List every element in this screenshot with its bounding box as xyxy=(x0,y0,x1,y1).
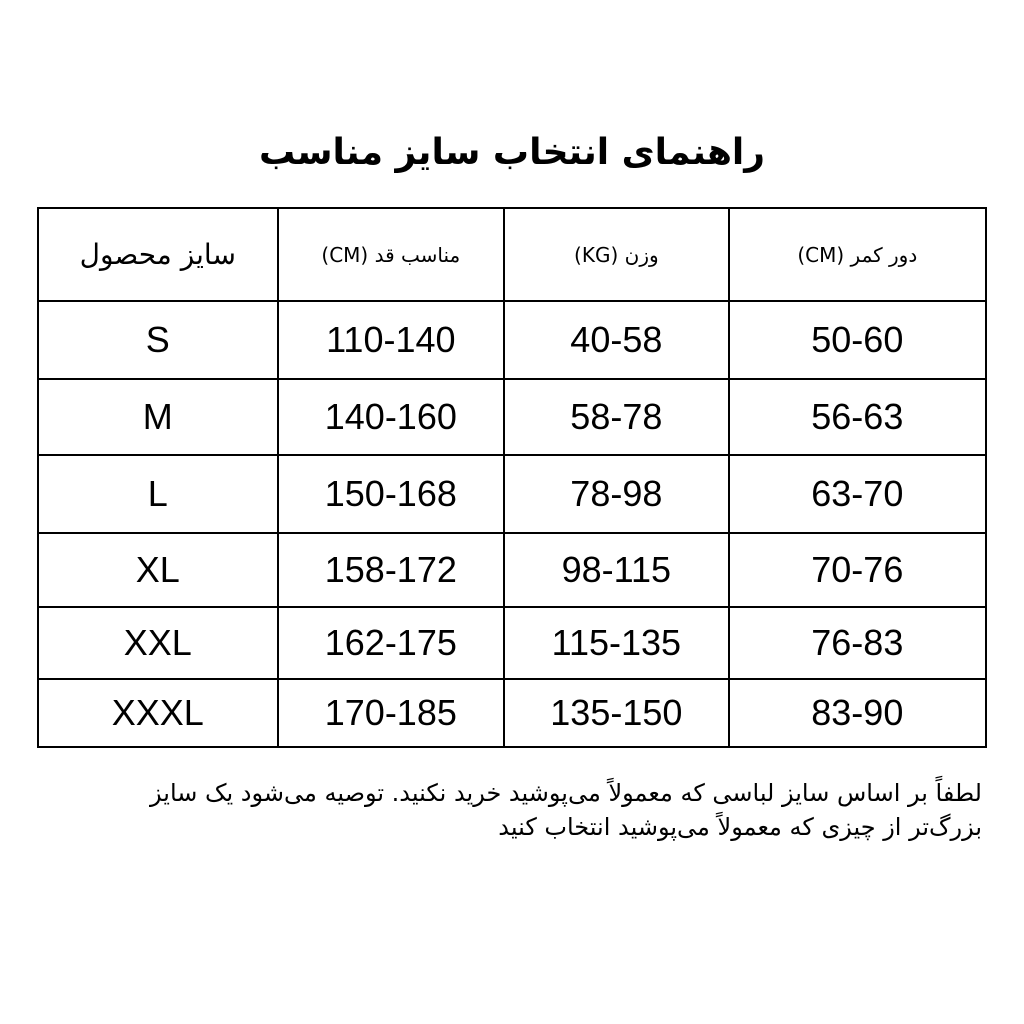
cell-height-range: 150-168 xyxy=(276,454,506,534)
cell-height-range: 162-175 xyxy=(276,606,506,680)
cell-size: XXL xyxy=(37,606,279,680)
cell-size: M xyxy=(37,378,279,456)
page-title: راهنمای انتخاب سایز مناسب xyxy=(258,132,765,173)
header-weight: وزن (KG) xyxy=(503,207,730,302)
cell-weight-range: 58-78 xyxy=(503,378,730,456)
cell-weight-range: 78-98 xyxy=(503,454,730,534)
cell-weight-range: 98-115 xyxy=(503,532,730,608)
table-row: XXXL 170-185 135-150 83-90 xyxy=(37,678,988,748)
table-row: L 150-168 78-98 63-70 xyxy=(37,454,988,534)
cell-waist-range: 83-90 xyxy=(727,678,988,748)
header-product-size: سایز محصول xyxy=(37,207,279,302)
cell-height-range: 158-172 xyxy=(276,532,506,608)
cell-height-range: 110-140 xyxy=(276,300,506,380)
header-height: مناسب قد (CM) xyxy=(276,207,506,302)
cell-weight-range: 115-135 xyxy=(503,606,730,680)
header-waist: دور کمر (CM) xyxy=(727,207,988,302)
cell-waist-range: 63-70 xyxy=(727,454,988,534)
cell-height-range: 140-160 xyxy=(276,378,506,456)
cell-size: XXXL xyxy=(37,678,279,748)
cell-weight-range: 40-58 xyxy=(503,300,730,380)
table-row: XL 158-172 98-115 70-76 xyxy=(37,532,988,608)
cell-waist-range: 70-76 xyxy=(727,532,988,608)
cell-height-range: 170-185 xyxy=(276,678,506,748)
cell-size: XL xyxy=(37,532,279,608)
table-row: XXL 162-175 115-135 76-83 xyxy=(37,606,988,680)
size-chart-table: سایز محصول مناسب قد (CM) وزن (KG) دور کم… xyxy=(37,207,988,748)
table-row: S 110-140 40-58 50-60 xyxy=(37,300,988,380)
cell-waist-range: 56-63 xyxy=(727,378,988,456)
size-advice-note: لطفاً بر اساس سایز لباسی که معمولاً می‌پ… xyxy=(150,779,982,841)
cell-size: S xyxy=(37,300,279,380)
cell-waist-range: 76-83 xyxy=(727,606,988,680)
cell-waist-range: 50-60 xyxy=(727,300,988,380)
cell-weight-range: 135-150 xyxy=(503,678,730,748)
table-row: M 140-160 58-78 56-63 xyxy=(37,378,988,456)
table-header-row: سایز محصول مناسب قد (CM) وزن (KG) دور کم… xyxy=(37,207,988,302)
cell-size: L xyxy=(37,454,279,534)
